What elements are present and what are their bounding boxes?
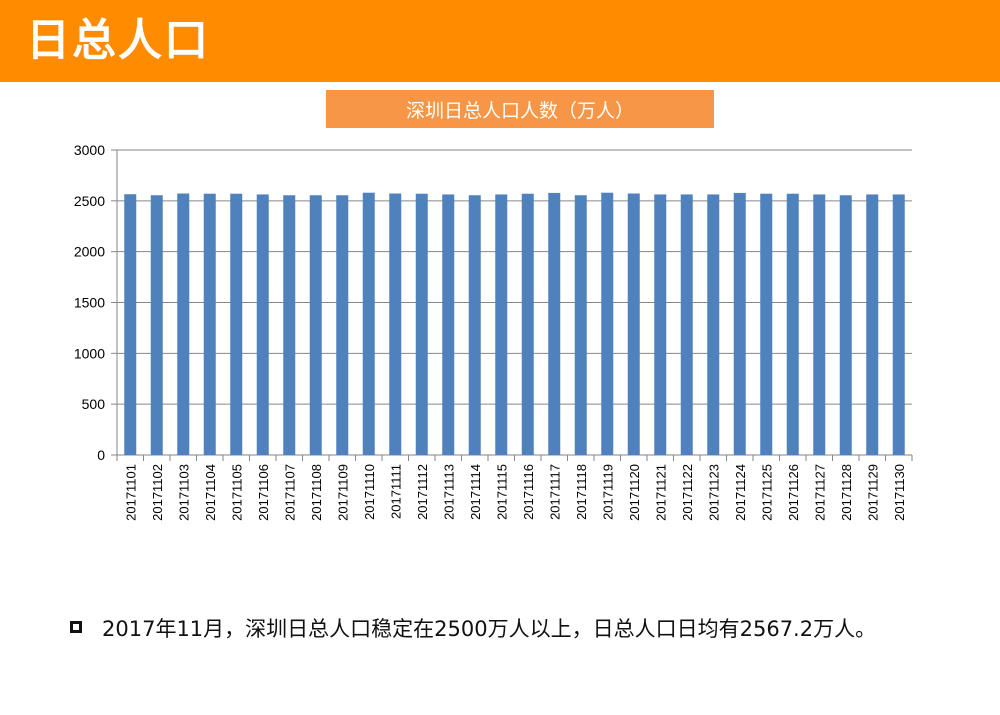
bar (283, 195, 296, 455)
x-tick-label: 20171113 (441, 464, 456, 520)
x-tick-label: 20171111 (388, 464, 403, 519)
x-tick-label: 20171120 (627, 464, 642, 521)
x-tick-label: 20171118 (574, 464, 589, 520)
bar (707, 194, 720, 455)
x-tick-label: 20171115 (494, 464, 509, 520)
y-tick-label: 1500 (74, 295, 105, 311)
y-tick-label: 0 (97, 447, 105, 463)
bar (786, 193, 799, 455)
x-tick-label: 20171109 (335, 464, 350, 521)
x-tick-label: 20171122 (680, 464, 695, 521)
bar (256, 194, 269, 455)
x-tick-label: 20171106 (256, 464, 271, 521)
x-tick-label: 20171121 (653, 464, 668, 521)
bar (601, 192, 614, 455)
bar (574, 195, 587, 455)
x-tick-label: 20171119 (600, 464, 615, 520)
x-tick-label: 20171107 (282, 464, 297, 521)
bar (521, 193, 534, 455)
y-tick-label: 2500 (74, 193, 105, 209)
x-tick-label: 20171123 (706, 464, 721, 521)
bar (230, 193, 243, 455)
square-bullet-icon (70, 621, 82, 633)
x-tick-label: 20171104 (203, 464, 218, 521)
bar (203, 193, 216, 455)
bar (336, 195, 349, 455)
chart-title: 深圳日总人口人数（万人） (326, 90, 714, 128)
bar (654, 194, 667, 455)
x-tick-label: 20171124 (733, 464, 748, 521)
x-tick-label: 20171114 (468, 464, 483, 520)
bar (866, 194, 879, 455)
summary-text: 2017年11月，深圳日总人口稳定在2500万人以上，日总人口日均有2567.2… (102, 617, 877, 641)
summary-paragraph: 2017年11月，深圳日总人口稳定在2500万人以上，日总人口日均有2567.2… (70, 606, 950, 652)
bar (627, 193, 640, 455)
x-tick-label: 20171116 (521, 464, 536, 520)
x-tick-label: 20171127 (812, 464, 827, 521)
header-bar: 日总人口 (0, 0, 1000, 82)
x-tick-label: 20171130 (892, 464, 907, 521)
x-tick-label: 20171126 (786, 464, 801, 521)
x-tick-label: 20171128 (839, 464, 854, 521)
bar (415, 193, 428, 455)
page-title: 日总人口 (26, 15, 210, 66)
x-tick-label: 20171112 (415, 464, 430, 520)
x-tick-label: 20171108 (309, 464, 324, 521)
x-tick-label: 20171129 (865, 464, 880, 521)
bar (495, 194, 508, 455)
bar (548, 192, 561, 456)
x-tick-label: 20171105 (229, 464, 244, 521)
bar (362, 192, 375, 455)
x-tick-label: 20171117 (547, 464, 562, 520)
bar (680, 194, 693, 455)
x-tick-label: 20171103 (176, 464, 191, 521)
bar (733, 192, 746, 456)
bar (177, 193, 190, 455)
y-tick-label: 2000 (74, 244, 105, 260)
x-tick-label: 20171110 (362, 464, 377, 520)
bar (892, 194, 905, 455)
bar-chart: 0 500 1000 1500 2000 2500 3000 20171101 20171102… (74, 142, 913, 521)
bar (150, 195, 163, 455)
bar (309, 195, 322, 455)
bar (468, 195, 481, 455)
bar (813, 194, 826, 455)
bar (442, 194, 455, 455)
bar (124, 194, 137, 455)
bar (839, 195, 852, 455)
y-tick-label: 500 (82, 396, 106, 412)
x-tick-label: 20171102 (150, 464, 165, 521)
x-tick-label: 20171125 (759, 464, 774, 521)
y-tick-label: 1000 (74, 345, 105, 361)
x-tick-label: 20171101 (123, 464, 138, 521)
bar (389, 193, 402, 455)
y-tick-label: 3000 (74, 142, 105, 158)
bar (760, 193, 773, 455)
